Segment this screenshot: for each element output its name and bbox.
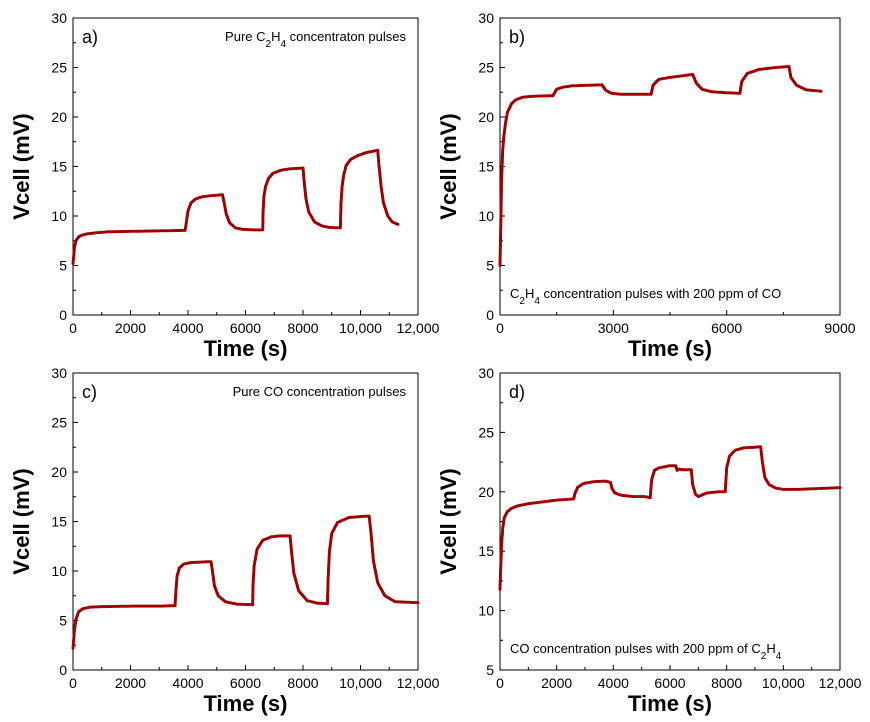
panel-b: 0 3000 6000 9000 0 5 10 15 20 25 30 Time (s) Vcell (… [436, 10, 856, 361]
y-tick-label: 20 [478, 109, 494, 125]
x-tick-label: 2000 [115, 320, 146, 336]
y-tick-label: 0 [486, 307, 494, 323]
plot-frame [499, 372, 841, 671]
x-axis-label: Time (s) [204, 336, 288, 361]
x-tick-label: 8000 [711, 675, 742, 691]
x-tick-label: 2000 [541, 675, 572, 691]
y-tick-label: 15 [478, 543, 494, 559]
y-tick-label: 10 [478, 603, 494, 619]
y-tick-label: 25 [51, 415, 67, 431]
x-tick-label: 6000 [230, 320, 261, 336]
x-tick-label: 0 [496, 675, 504, 691]
panel-label: c) [82, 382, 97, 402]
panel-label: d) [509, 382, 525, 402]
y-tick-label: 30 [51, 365, 67, 381]
y-tick-label: 10 [51, 563, 67, 579]
y-tick-label: 30 [478, 365, 494, 381]
y-tick-label: 10 [478, 208, 494, 224]
x-tick-label: 3000 [598, 320, 629, 336]
y-tick-label: 30 [51, 10, 67, 26]
y-tick-label: 5 [59, 613, 67, 629]
x-tick-label: 12,000 [397, 675, 440, 691]
data-point [396, 222, 400, 226]
panel-d: 0 2000 4000 6000 8000 10,000 12,000 5 10 15 20 25 30… [436, 365, 862, 716]
x-tick-label: 8000 [287, 675, 318, 691]
x-tick-label: 0 [69, 675, 77, 691]
x-tick-label: 10,000 [762, 675, 805, 691]
panel-a: 0 2000 4000 6000 8000 10,000 12,000 0 5 10 15 20 25 3… [9, 10, 440, 361]
x-tick-label: 12,000 [819, 675, 862, 691]
y-axis-label: Vcell (mV) [436, 113, 461, 219]
x-tick-label: 12,000 [397, 320, 440, 336]
y-tick-label: 5 [486, 662, 494, 678]
y-tick-label: 15 [51, 514, 67, 530]
panel-label: b) [509, 27, 525, 47]
x-tick-label: 2000 [115, 675, 146, 691]
data-series [498, 445, 842, 591]
data-series [498, 65, 823, 267]
y-tick-label: 5 [59, 258, 67, 274]
data-series [71, 514, 420, 650]
plot-frame [499, 17, 841, 316]
x-axis-label: Time (s) [628, 691, 712, 716]
panel-annotation: Pure C2H4 concentraton pulses [225, 29, 406, 50]
y-axis-label: Vcell (mV) [9, 113, 34, 219]
y-tick-label: 30 [478, 10, 494, 26]
x-tick-label: 10,000 [339, 320, 382, 336]
y-axis-label: Vcell (mV) [9, 468, 34, 574]
panel-c: 0 2000 4000 6000 8000 10,000 12,000 0 5 10 15 20 25 3… [9, 365, 440, 716]
plot-frame [72, 17, 419, 316]
x-tick-label: 4000 [598, 675, 629, 691]
x-tick-label: 0 [496, 320, 504, 336]
x-tick-label: 6000 [654, 675, 685, 691]
plot-frame [72, 372, 419, 671]
x-tick-label: 8000 [287, 320, 318, 336]
x-tick-label: 6000 [230, 675, 261, 691]
y-tick-label: 0 [59, 307, 67, 323]
y-tick-label: 15 [51, 159, 67, 175]
y-axis-label: Vcell (mV) [436, 468, 461, 574]
x-tick-label: 0 [69, 320, 77, 336]
y-tick-label: 10 [51, 208, 67, 224]
x-tick-label: 10,000 [339, 675, 382, 691]
y-tick-label: 5 [486, 258, 494, 274]
y-tick-label: 25 [51, 60, 67, 76]
data-point [819, 89, 823, 93]
panel-annotation: C2H4 concentration pulses with 200 ppm o… [510, 286, 781, 307]
y-tick-label: 20 [478, 484, 494, 500]
panel-annotation: Pure CO concentration pulses [233, 384, 407, 399]
y-tick-label: 20 [51, 109, 67, 125]
y-tick-label: 0 [59, 662, 67, 678]
x-axis-label: Time (s) [204, 691, 288, 716]
data-point [838, 486, 842, 490]
y-tick-label: 15 [478, 159, 494, 175]
x-tick-label: 6000 [711, 320, 742, 336]
x-axis-label: Time (s) [628, 336, 712, 361]
data-point [416, 601, 420, 605]
panel-annotation: CO concentration pulses with 200 ppm of … [510, 641, 782, 662]
y-tick-label: 20 [51, 464, 67, 480]
y-tick-label: 25 [478, 424, 494, 440]
x-tick-label: 4000 [172, 320, 203, 336]
x-tick-label: 4000 [172, 675, 203, 691]
y-tick-label: 25 [478, 60, 494, 76]
data-series [71, 148, 400, 265]
panel-label: a) [82, 27, 98, 47]
x-tick-label: 9000 [824, 320, 855, 336]
